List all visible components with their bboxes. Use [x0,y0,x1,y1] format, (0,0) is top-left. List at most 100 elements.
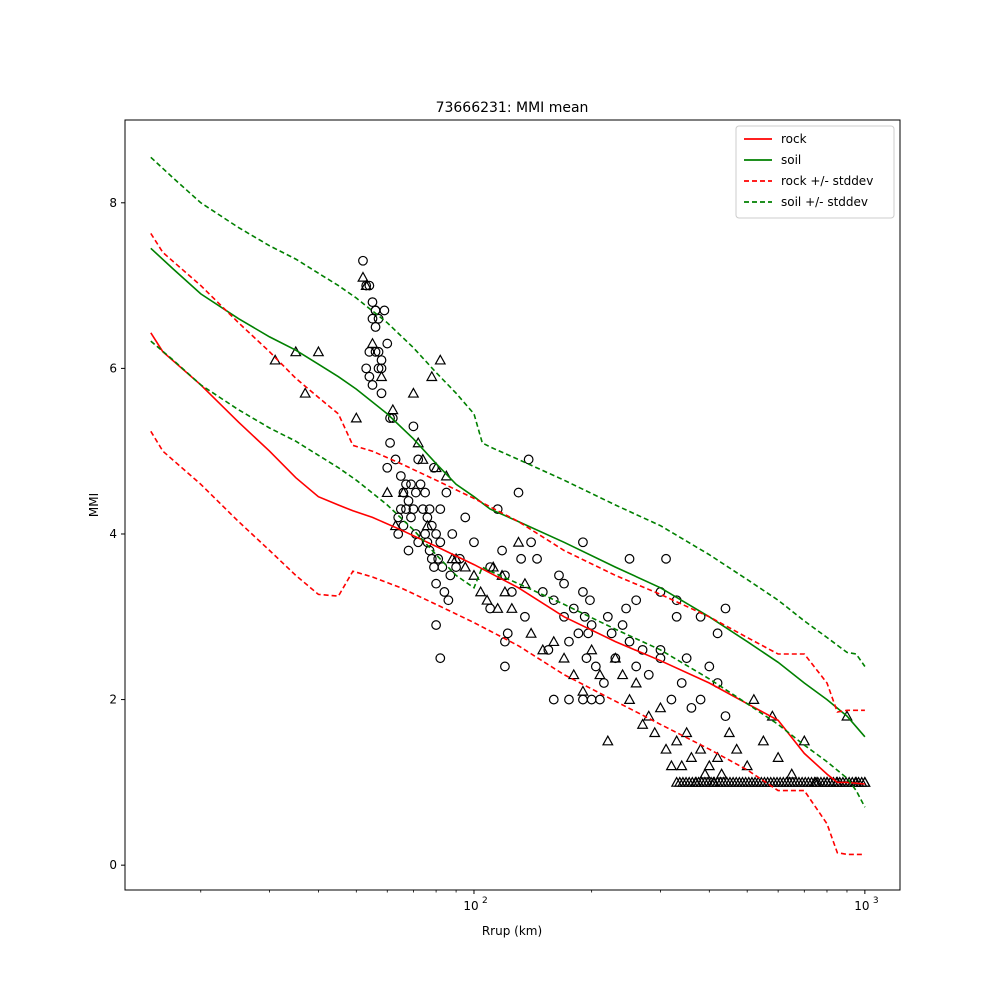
scatter-point-triangle-4 [312,345,325,357]
scatter-point-triangle-56 [685,751,698,762]
scatter-point-triangle-35 [536,643,549,655]
scatter-point-circle-59 [435,504,446,515]
scatter-point-triangle-139 [859,776,871,787]
scatter-point-circle-106 [637,644,648,655]
series-line-4 [150,156,866,667]
scatter-point-triangle-23 [459,561,472,572]
scatter-point-circle-105 [631,661,642,672]
scatter-point-circle-96 [590,661,601,672]
scatter-point-circle-91 [579,611,590,622]
scatter-point-triangle-7 [366,337,379,348]
scatter-point-circle-81 [532,553,542,564]
scatter-point-circle-15 [376,355,387,366]
scatter-point-triangle-55 [680,726,693,738]
scatter-point-circle-109 [666,694,677,705]
scatter-point-circle-38 [408,504,419,515]
scatter-point-circle-73 [497,545,507,556]
plot-marks [150,156,871,856]
scatter-point-circle-86 [559,611,569,622]
scatter-point-triangle-50 [654,701,667,713]
series-line-0 [150,332,865,785]
scatter-point-circle-112 [695,694,706,705]
scatter-point-circle-136 [578,537,588,548]
scatter-point-circle-41 [410,487,421,498]
x-tick-label-100: 10 [463,899,478,913]
scatter-point-circle-103 [621,603,631,614]
scatter-point-circle-89 [573,628,584,639]
scatter-point-circle-121 [435,653,446,664]
scatter-point-circle-124 [500,636,510,647]
scatter-point-triangle-8 [375,370,388,382]
scatter-point-triangle-40 [585,643,598,655]
scatter-point-triangle-52 [665,759,678,771]
scatter-point-circle-47 [420,487,431,498]
scatter-point-triangle-67 [748,693,760,705]
scatter-point-circle-125 [548,694,559,705]
scatter-point-triangle-68 [757,734,770,746]
scatter-point-circle-63 [441,487,452,498]
scatter-point-triangle-10 [387,403,399,415]
scatter-point-triangle-47 [636,718,649,729]
scatter-point-triangle-1 [360,279,373,291]
scatter-point-triangle-46 [630,676,643,688]
scatter-point-circle-111 [686,702,697,713]
series-line-5 [150,340,866,808]
scatter-point-circle-37 [406,479,416,490]
y-axis-label: MMI [87,493,101,517]
scatter-point-circle-126 [564,694,574,705]
scatter-point-circle-100 [606,628,617,639]
scatter-point-circle-11 [364,371,375,382]
scatter-point-triangle-38 [567,668,580,680]
x-axis-label: Rrup (km) [482,924,542,938]
scatter-point-circle-29 [395,504,406,515]
x-tick-label-exp-1000: 3 [873,896,879,906]
chart-title: 73666231: MMI mean [436,100,589,116]
scatter-point-circle-64 [443,595,454,606]
scatter-point-triangle-34 [525,627,537,638]
scatter-point-circle-20 [382,338,393,349]
scatter-point-triangle-30 [499,585,511,597]
scatter-point-circle-32 [401,479,411,490]
scatter-point-circle-122 [431,620,441,630]
scatter-point-circle-87 [564,636,574,647]
scatter-point-circle-19 [376,388,387,399]
scatter-point-circle-113 [704,661,715,672]
scatter-point-triangle-48 [642,710,655,721]
scatter-point-triangle-13 [407,387,420,398]
scatter-point-triangle-60 [703,759,716,771]
scatter-point-circle-85 [554,570,564,581]
scatter-point-circle-110 [676,678,687,688]
scatter-point-triangle-45 [623,693,636,705]
series-line-3 [150,430,865,856]
legend-label-1: soil [781,153,801,167]
scatter-point-circle-23 [382,462,393,473]
scatter-point-triangle-9 [381,486,394,498]
scatter-point-circle-133 [720,603,731,614]
scatter-point-triangle-39 [577,685,589,696]
scatter-point-triangle-16 [421,519,434,531]
scatter-point-circle-31 [398,520,409,531]
scatter-point-triangle-3 [299,387,312,398]
scatter-point-circle-77 [513,487,524,498]
scatter-point-triangle-27 [487,561,500,572]
scatter-point-triangle-31 [506,602,518,613]
scatter-point-triangle-26 [481,594,493,605]
scatter-point-triangle-43 [609,652,622,663]
y-tick-label-6: 6 [109,361,117,375]
scatter-point-circle-4 [367,313,378,324]
scatter-point-circle-102 [617,620,628,630]
series-line-1 [150,247,866,738]
scatter-point-triangle-6 [350,412,363,423]
scatter-point-triangle-25 [474,585,487,597]
scatter-point-triangle-66 [741,759,754,771]
scatter-point-circle-135 [624,553,635,564]
legend-label-0: rock [781,132,807,146]
scatter-point-circle-79 [520,611,530,622]
scatter-point-triangle-15 [417,453,429,464]
scatter-point-triangle-71 [785,768,798,779]
scatter-point-triangle-53 [670,734,683,746]
scatter-point-circle-88 [568,603,579,614]
scatter-point-circle-107 [643,669,654,680]
scatter-point-circle-66 [447,529,458,539]
scatter-point-triangle-54 [675,759,688,771]
